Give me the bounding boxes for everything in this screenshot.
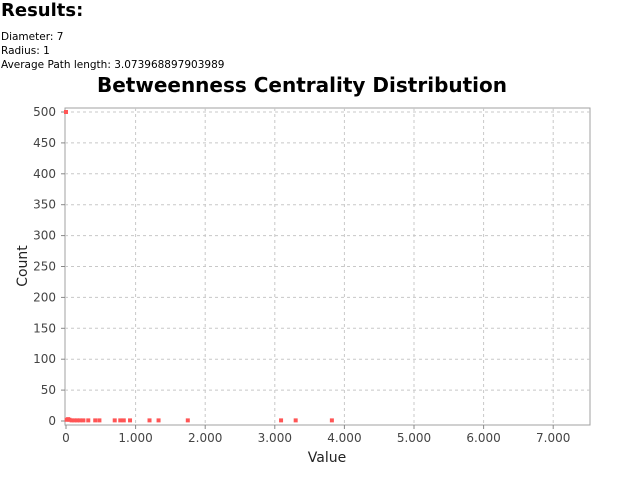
data-point — [279, 418, 284, 423]
data-point — [156, 418, 161, 423]
y-tick-label: 300 — [33, 229, 56, 243]
data-point — [81, 418, 86, 423]
y-tick-label: 150 — [33, 321, 56, 335]
y-tick-label: 50 — [41, 383, 56, 397]
data-point — [97, 418, 102, 423]
data-point — [121, 418, 126, 423]
plot-background — [64, 107, 591, 426]
y-tick-label: 250 — [33, 260, 56, 274]
x-tick-label: 0 — [62, 431, 70, 445]
y-axis-label: Count — [15, 245, 31, 287]
data-point — [86, 418, 91, 423]
y-tick-label: 450 — [33, 136, 56, 150]
average-path-length-text: Average Path length: 3.073968897903989 — [1, 59, 225, 71]
data-point — [147, 418, 152, 423]
x-axis-label: Value — [308, 450, 346, 466]
radius-text: Radius: 1 — [1, 45, 50, 57]
chart-title: Betweenness Centrality Distribution — [96, 73, 508, 97]
data-point — [69, 418, 74, 423]
x-tick-label: 1.000 — [118, 431, 152, 445]
data-point — [185, 418, 190, 423]
data-point — [329, 418, 334, 423]
grid-lines — [65, 108, 590, 425]
data-points — [64, 110, 334, 423]
axis-ticks: 0 1.000 2.000 3.000 4.000 5.000 6.000 7.000 0 50 1… — [33, 105, 570, 445]
x-tick-label: 3.000 — [258, 431, 292, 445]
data-point — [75, 418, 80, 423]
data-point — [112, 418, 117, 423]
results-title: Results: — [1, 0, 84, 21]
x-tick-label: 7.000 — [536, 431, 570, 445]
y-tick-label: 0 — [48, 414, 56, 428]
x-tick-label: 6.000 — [466, 431, 500, 445]
x-tick-label: 4.000 — [327, 431, 361, 445]
data-point — [93, 418, 98, 423]
data-point — [77, 418, 82, 423]
data-point — [128, 418, 133, 423]
x-tick-label: 5.000 — [397, 431, 431, 445]
diameter-text: Diameter: 7 — [1, 31, 64, 43]
data-point — [72, 418, 77, 423]
y-tick-label: 500 — [33, 105, 56, 119]
data-point — [293, 418, 298, 423]
data-point — [118, 418, 123, 423]
data-point — [67, 417, 72, 422]
data-point — [64, 110, 68, 114]
y-tick-label: 400 — [33, 167, 56, 181]
y-tick-label: 100 — [33, 352, 56, 366]
y-tick-label: 350 — [33, 198, 56, 212]
x-tick-label: 2.000 — [188, 431, 222, 445]
y-tick-label: 200 — [33, 290, 56, 304]
